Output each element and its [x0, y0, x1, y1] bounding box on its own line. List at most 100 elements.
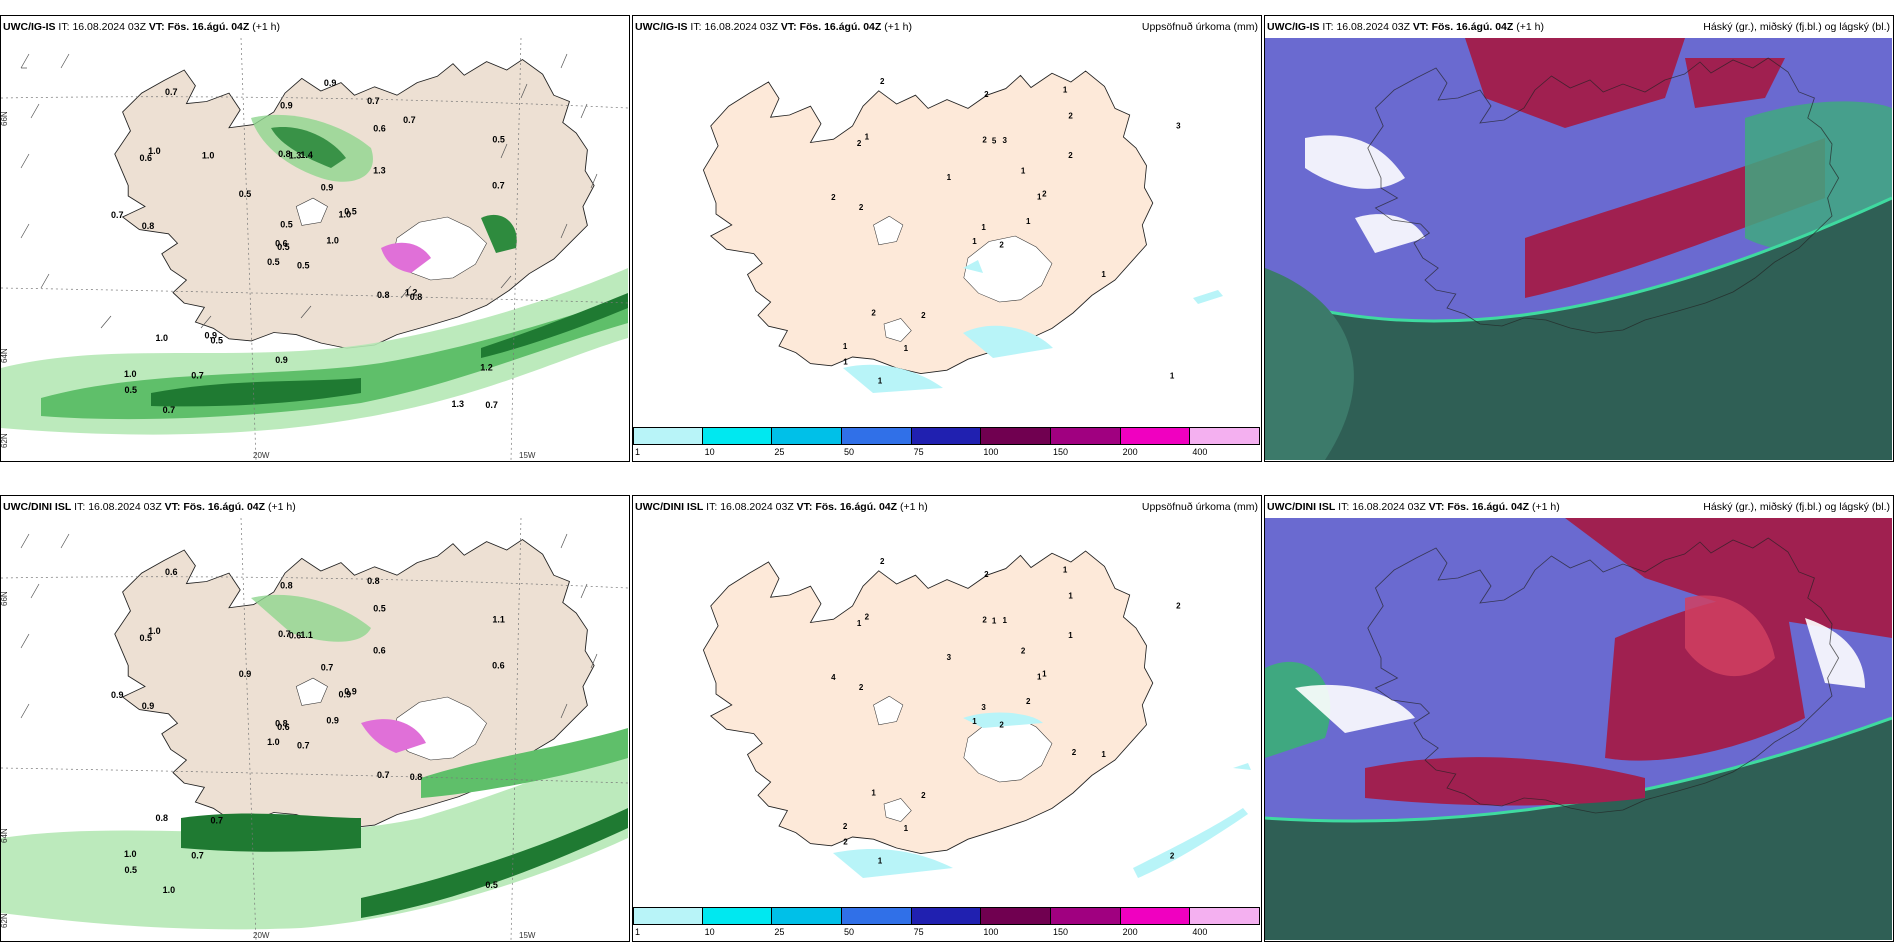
value-label: 2: [857, 139, 862, 148]
value-label: 1: [857, 619, 862, 628]
value-label: 1.3: [289, 150, 302, 160]
value-label: 0.6: [165, 567, 178, 577]
panel-header: UWC/IG-IS IT: 16.08.2024 03Z VT: Fös. 16…: [635, 21, 1258, 33]
value-label: 1.0: [148, 146, 161, 156]
value-label: 2: [1026, 697, 1031, 706]
value-label: 1.2: [405, 288, 418, 298]
value-label: 0.5: [267, 257, 280, 267]
colorbar-tick: 50: [844, 927, 855, 937]
value-label: 3: [947, 653, 952, 662]
value-label: 2: [880, 77, 885, 86]
value-label: 1.3: [452, 399, 465, 409]
value-label: 2: [859, 203, 864, 212]
precip-wind-map: 66N 64N 62N 20W 15W 0.70.50.61.00.90.70.…: [1, 518, 628, 940]
panel-dini-accum-precip: UWC/DINI ISL IT: 16.08.2024 03Z VT: Fös.…: [632, 495, 1262, 942]
value-label: 0.7: [485, 400, 498, 410]
value-label: 0.9: [339, 690, 352, 700]
value-label: 0.7: [191, 851, 204, 861]
panel-dini-wind-precip: UWC/DINI ISL IT: 16.08.2024 03Z VT: Fös.…: [0, 495, 630, 942]
value-label: 0.7: [163, 405, 176, 415]
value-label: 2: [999, 720, 1004, 729]
colorbar-tick: 100: [983, 927, 999, 937]
colorbar-tick: 10: [704, 927, 715, 937]
value-label: 2: [1072, 748, 1077, 757]
value-label: 1.4: [300, 150, 313, 160]
value-label: 1: [871, 788, 876, 797]
value-label: 1: [904, 824, 909, 833]
value-label: 1: [972, 237, 977, 246]
value-label: 0.5: [373, 604, 386, 614]
value-label: 0.8: [275, 719, 288, 729]
colorbar-tick: 75: [913, 927, 924, 937]
value-label: 0.8: [142, 221, 155, 231]
value-label: 0.9: [275, 355, 288, 365]
value-label: 1: [878, 376, 883, 385]
value-label: 0.6: [373, 645, 386, 655]
panel-header: UWC/DINI ISL IT: 16.08.2024 03Z VT: Fös.…: [635, 501, 1258, 513]
cloud-cover-map: [1265, 518, 1892, 940]
value-label: 3: [981, 703, 986, 712]
value-label: 1.0: [267, 737, 280, 747]
colorbar-swatch: [1051, 907, 1121, 925]
value-label: 2: [871, 308, 876, 317]
value-label: 0.5: [124, 865, 137, 875]
value-label: 2: [831, 193, 836, 202]
colorbar-swatch: [981, 427, 1051, 445]
value-label: 0.5: [297, 261, 310, 271]
value-label: 1: [878, 856, 883, 865]
value-label: 2: [880, 557, 885, 566]
colorbar-tick: 150: [1053, 447, 1069, 457]
lon-label: 15W: [519, 931, 536, 940]
colorbar-tick: 1: [635, 927, 641, 937]
colorbar-tick: 1: [635, 447, 641, 457]
value-label: 0.9: [326, 716, 339, 726]
value-label: 1.3: [373, 165, 386, 175]
lon-label: 15W: [519, 451, 536, 460]
value-label: 1: [1101, 270, 1106, 279]
value-label: 1.0: [156, 333, 169, 343]
colorbar-tick: 75: [913, 447, 924, 457]
value-label: 0.7: [191, 371, 204, 381]
value-label: 0.9: [205, 331, 218, 341]
value-label: 0.7: [321, 662, 334, 672]
colorbar-swatch: [772, 907, 842, 925]
value-label: 1: [1101, 750, 1106, 759]
value-label: 1: [1063, 86, 1068, 95]
value-label: 1: [972, 717, 977, 726]
value-label: 0.8: [367, 576, 380, 586]
value-label: 0.5: [239, 189, 252, 199]
value-label: 0.8: [410, 292, 423, 302]
value-label: 0.8: [156, 813, 169, 823]
precip-colorbar: 1 10 25 50 75 100 150 200 400: [633, 427, 1260, 461]
value-label: 1.0: [326, 236, 339, 246]
value-label: 0.5: [139, 633, 152, 643]
colorbar-swatch: [633, 427, 703, 445]
value-label: 0.7: [377, 770, 390, 780]
value-label: 0.7: [367, 96, 380, 106]
colorbar-swatch: [911, 907, 982, 925]
value-label: 2: [859, 683, 864, 692]
value-label: 0.6: [492, 660, 505, 670]
value-label: 1.1: [492, 614, 505, 624]
lat-label: 64N: [1, 828, 9, 843]
value-label: 0.5: [280, 219, 293, 229]
value-label: 1: [843, 342, 848, 351]
value-label: 1: [947, 173, 952, 182]
colorbar-tick: 25: [774, 927, 785, 937]
colorbar-tick: 200: [1122, 927, 1138, 937]
colorbar-swatch: [842, 907, 912, 925]
value-label: 0.8: [280, 581, 293, 591]
value-label: 0.5: [124, 385, 137, 395]
value-label: 0.9: [324, 78, 337, 88]
value-label: 1.0: [202, 150, 215, 160]
panel-ig-is-accum-precip: UWC/IG-IS IT: 16.08.2024 03Z VT: Fös. 16…: [632, 15, 1262, 462]
value-label: 1: [1026, 217, 1031, 226]
value-label: 1: [1042, 670, 1047, 679]
value-label: 0.5: [210, 336, 223, 346]
cloud-cover-map: [1265, 38, 1892, 460]
value-label: 1.0: [339, 210, 352, 220]
value-label: 0.6: [373, 124, 386, 134]
colorbar-swatch: [1120, 907, 1191, 925]
value-label: 2: [843, 837, 848, 846]
colorbar-tick: 100: [983, 447, 999, 457]
